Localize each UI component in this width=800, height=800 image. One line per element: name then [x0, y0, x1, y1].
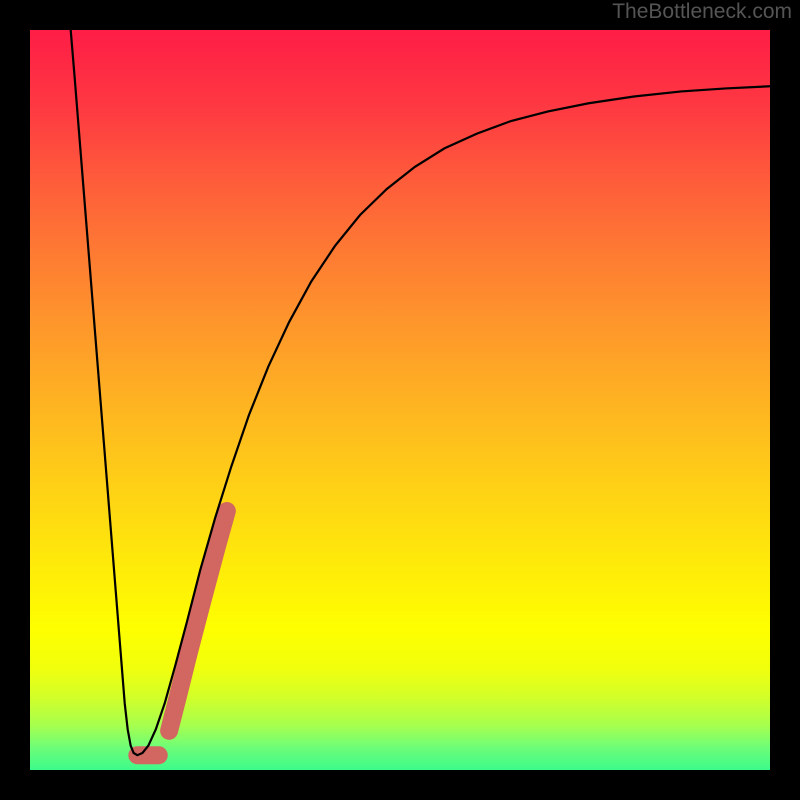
credit-text: TheBottleneck.com	[612, 0, 792, 24]
plot-area	[30, 30, 770, 770]
chart-svg	[30, 30, 770, 770]
chart-background	[30, 30, 770, 770]
image-root: TheBottleneck.com	[0, 0, 800, 800]
